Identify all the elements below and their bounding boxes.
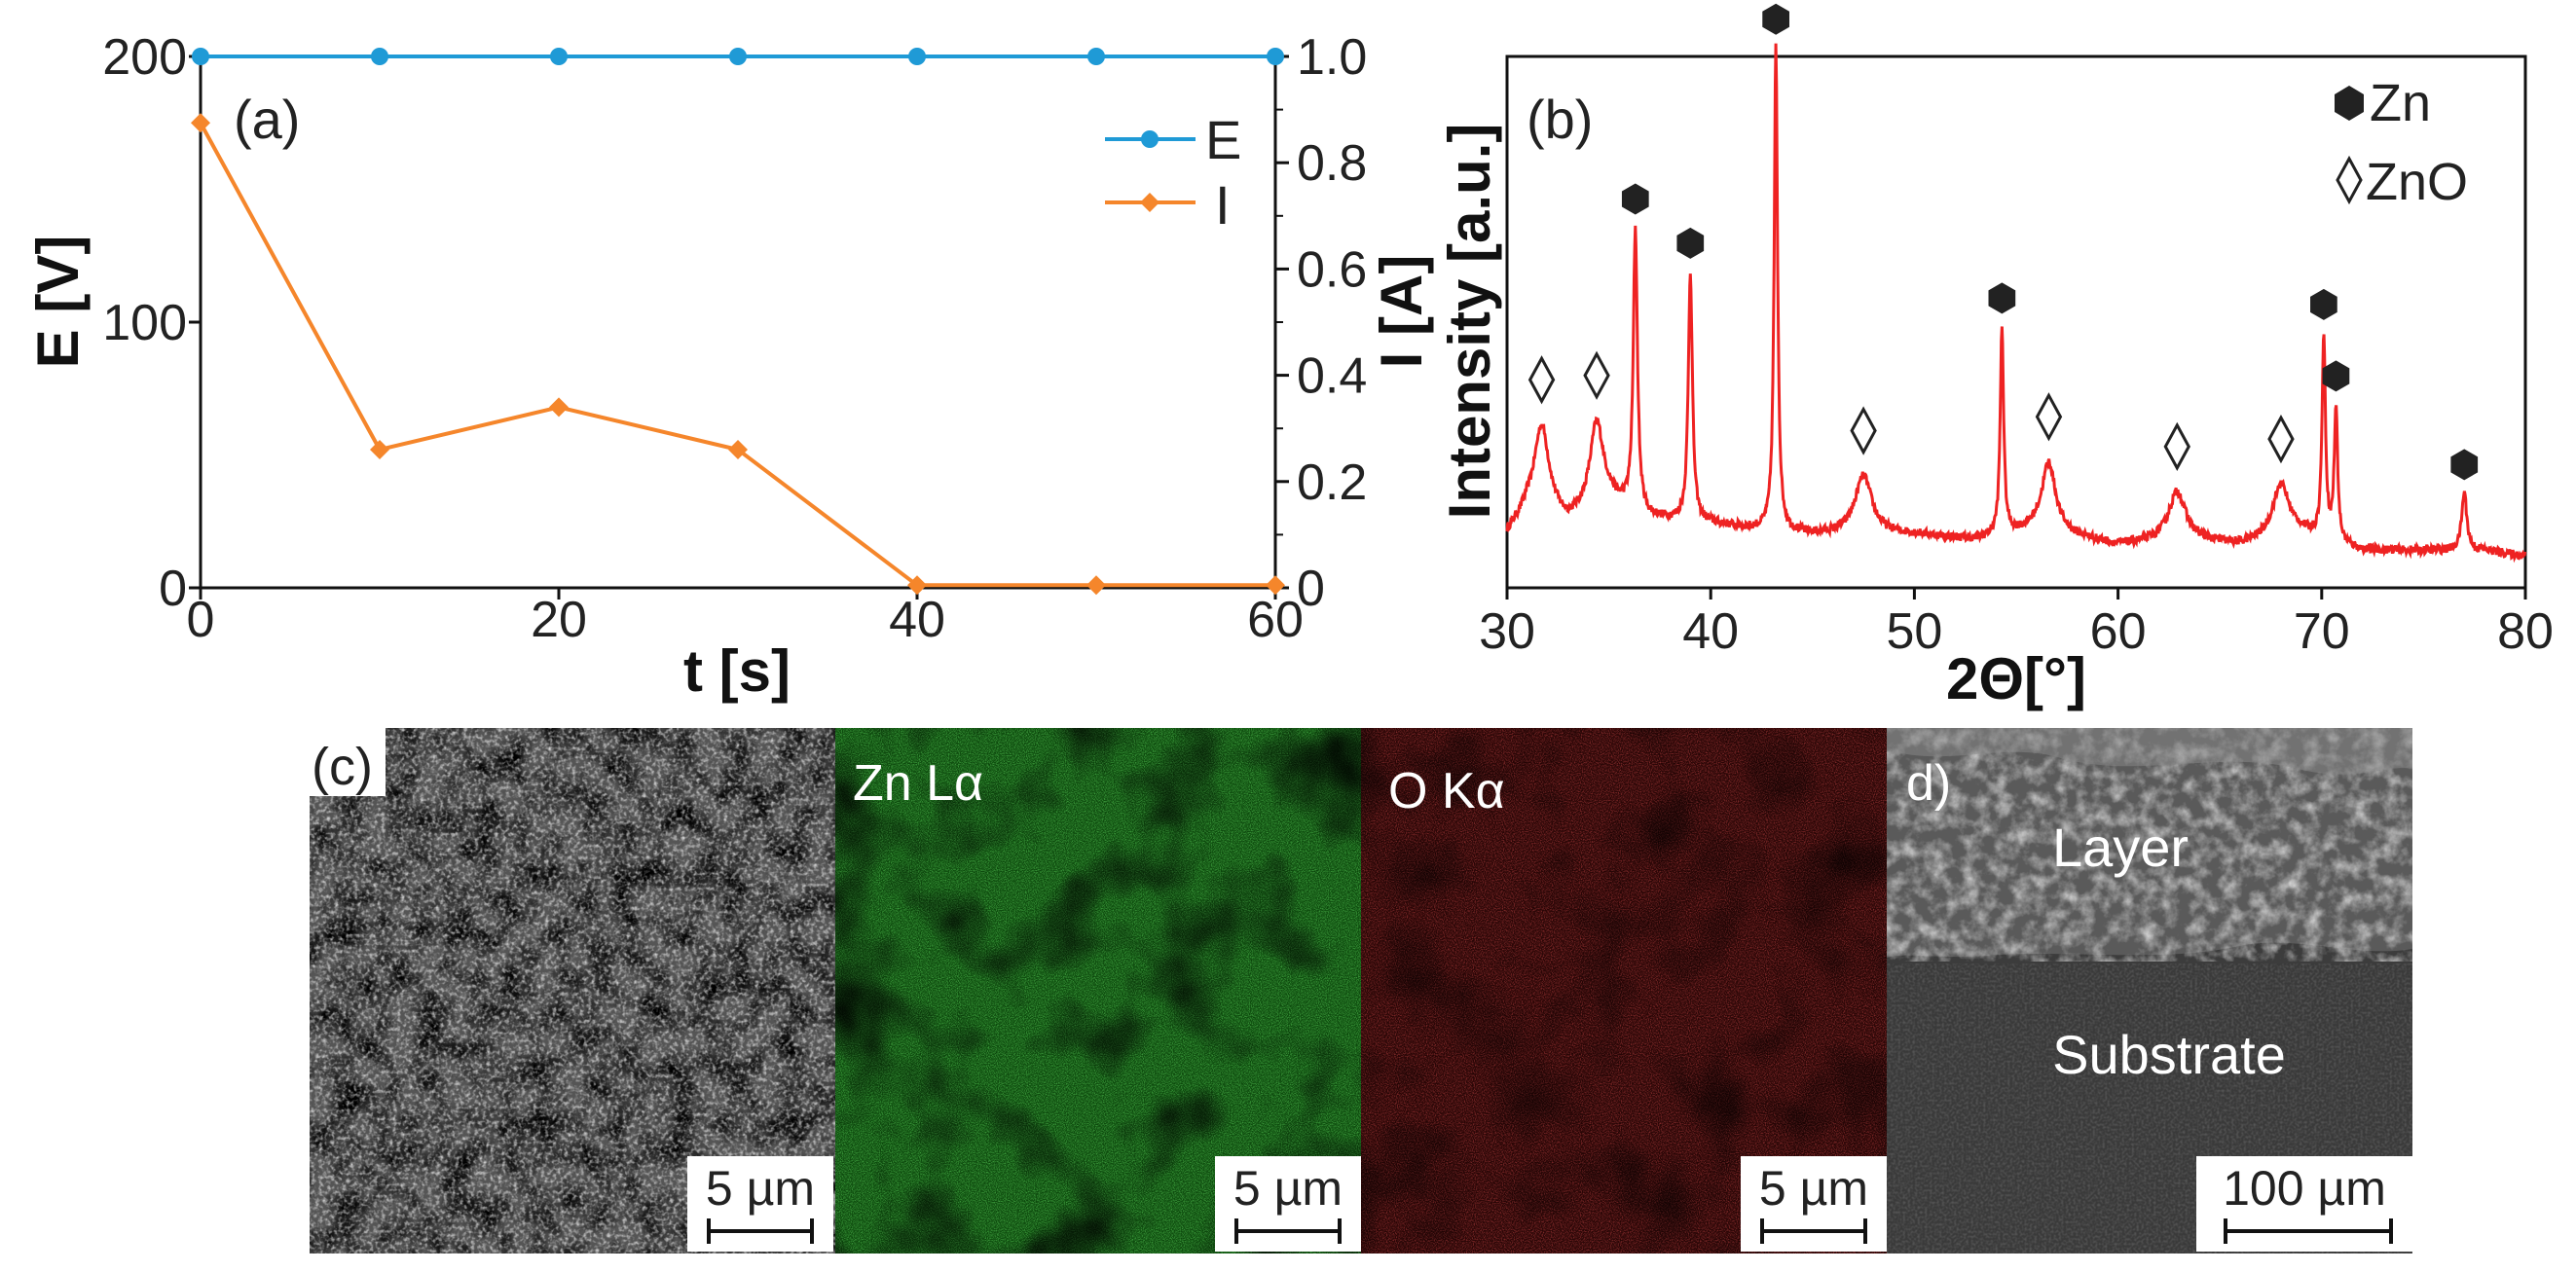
- a-y-right-tick-label: 0.6: [1297, 241, 1367, 298]
- a-point-i: [1266, 575, 1285, 596]
- sem-image-panel: (c) 5 µm: [310, 728, 835, 1254]
- b-panel-label: (b): [1527, 89, 1593, 150]
- zno-peak-marker: [2035, 392, 2063, 442]
- legend-i-label: I: [1215, 174, 1231, 236]
- a-point-e: [371, 48, 388, 65]
- a-point-e: [729, 48, 747, 65]
- b-plot-frame: [1505, 55, 2527, 590]
- b-x-tick-label: 30: [1479, 603, 1535, 660]
- a-y-right-tick-label: 0.4: [1297, 348, 1367, 405]
- a-x-tick-label: 40: [889, 592, 945, 648]
- a-series-line-i: [199, 122, 1275, 588]
- sem-scale-bar: [707, 1218, 814, 1244]
- b-x-tick-label: 60: [2090, 603, 2147, 660]
- a-legend: E I: [1105, 109, 1241, 236]
- zn-peak-marker: [1621, 183, 1649, 215]
- zno-peak-marker: [1527, 355, 1556, 405]
- b-x-tick-label: 40: [1682, 603, 1739, 660]
- zno-peak-marker: [2163, 421, 2190, 472]
- a-y-right-tick-label: 0.8: [1297, 135, 1367, 192]
- layer-top-rough: [1887, 728, 2412, 775]
- b-x-tick-label: 80: [2497, 603, 2554, 660]
- legend-i-marker: [1140, 193, 1159, 212]
- a-point-e: [192, 48, 209, 65]
- sem-scale-box: [687, 1156, 833, 1252]
- a-point-e: [1087, 48, 1105, 65]
- legend-e-label: E: [1205, 109, 1241, 170]
- a-y-left-tick-label: 0: [159, 561, 187, 617]
- zn-scale-label: 5 µm: [1233, 1161, 1343, 1216]
- o-scale-bar: [1760, 1218, 1867, 1244]
- a-x-axis-label: t [s]: [683, 638, 791, 704]
- a-point-e: [908, 48, 926, 65]
- layer-label: Layer: [2052, 817, 2189, 878]
- legend-zn-marker: [2335, 86, 2364, 121]
- b-y-axis-label: Intensity [a.u.]: [1437, 124, 1502, 520]
- o-map-panel: O Kα 5 µm: [1361, 728, 1887, 1254]
- o-scale-box: [1741, 1156, 1887, 1252]
- b-x-axis-label: 2Θ[°]: [1946, 646, 2086, 711]
- a-y-right-tick-label: 1.0: [1297, 29, 1367, 86]
- c-panel-label: (c): [312, 738, 373, 796]
- a-point-i: [728, 440, 748, 460]
- sem-scale-label: 5 µm: [706, 1161, 815, 1216]
- cross-scale-box: [2196, 1156, 2412, 1252]
- a-point-e: [1267, 48, 1284, 65]
- zn-map-panel: Zn Lα 5 µm: [835, 728, 1361, 1254]
- zn-peak-marker: [2310, 288, 2337, 320]
- legend-zno-label: ZnO: [2366, 153, 2468, 211]
- zno-peak-marker: [1583, 350, 1610, 400]
- cross-section-panel: d) Layer Substrate 100 µm: [1887, 728, 2412, 1254]
- a-point-e: [550, 48, 568, 65]
- legend-zno-marker: [2336, 155, 2363, 205]
- a-point-i: [549, 397, 569, 418]
- a-y-right-tick-label: 0.2: [1297, 454, 1367, 511]
- a-point-i: [1086, 575, 1106, 596]
- zno-peak-marker: [1850, 406, 1877, 455]
- zn-peak-marker: [2322, 360, 2350, 392]
- a-x-tick-label: 0: [187, 592, 215, 648]
- b-x-tick-label: 50: [1886, 603, 1942, 660]
- d-panel-label: d): [1906, 755, 1951, 812]
- b-x-tick-label: 70: [2294, 603, 2350, 660]
- c-label-box: [310, 728, 386, 796]
- o-map-label: O Kα: [1388, 763, 1505, 819]
- legend-zn-label: Zn: [2370, 74, 2431, 132]
- panel-b-chart: 30 40 50 60 70 80 (b) 2Θ[°] Intensity [a.u.] …: [1437, 3, 2554, 711]
- zn-scale-box: [1215, 1156, 1361, 1252]
- a-y-left-tick-label: 200: [102, 29, 187, 86]
- a-y-right-tick-label: 0: [1297, 561, 1325, 617]
- zn-peak-marker: [1676, 227, 1705, 259]
- b-legend: Zn ZnO: [2335, 74, 2468, 211]
- a-point-i: [907, 575, 927, 596]
- a-point-i: [370, 440, 389, 460]
- a-panel-label: (a): [234, 89, 300, 150]
- legend-e-marker: [1141, 130, 1159, 148]
- a-y-left-label: E [V]: [25, 236, 91, 369]
- zn-peak-marker: [2450, 449, 2479, 481]
- a-x-tick-label: 60: [1247, 592, 1304, 648]
- zno-peak-marker: [2267, 414, 2295, 464]
- a-y-left-tick-label: 100: [102, 295, 187, 351]
- zn-peak-marker: [1988, 282, 2016, 314]
- a-point-i: [191, 113, 210, 133]
- a-y-right-label: I [A]: [1369, 255, 1434, 369]
- cross-scale-bar: [2224, 1218, 2393, 1244]
- zn-map-label: Zn Lα: [853, 755, 983, 812]
- xrd-pattern-line: [1505, 43, 2527, 563]
- zn-peak-marker: [1762, 3, 1789, 35]
- cross-scale-label: 100 µm: [2223, 1161, 2386, 1216]
- zn-scale-bar: [1234, 1218, 1342, 1244]
- o-scale-label: 5 µm: [1759, 1161, 1868, 1216]
- a-x-tick-label: 20: [531, 592, 587, 648]
- substrate-label: Substrate: [2052, 1024, 2286, 1085]
